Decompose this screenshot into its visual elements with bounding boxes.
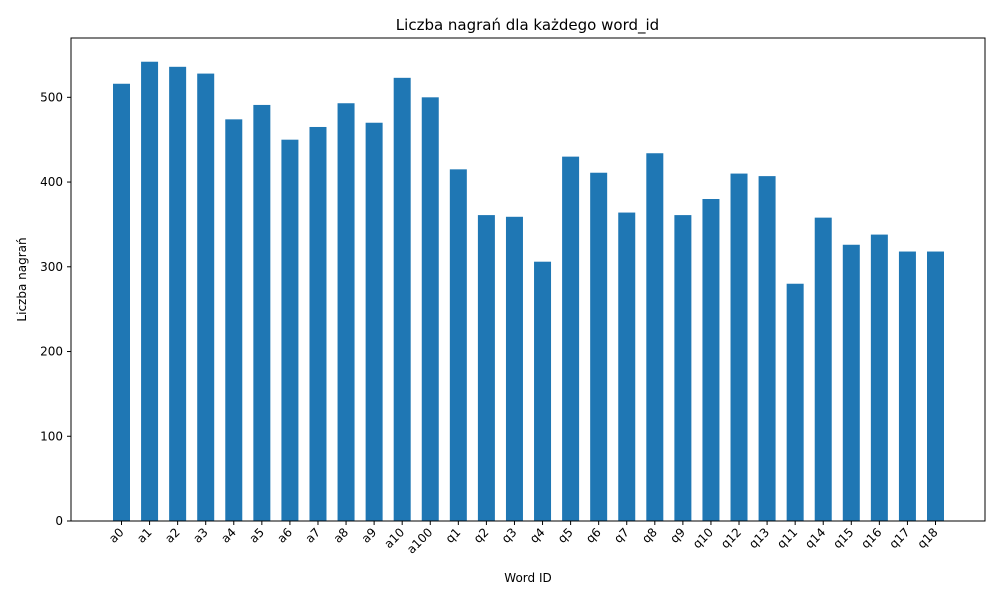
bar-a5 — [253, 104, 271, 521]
bar-q13 — [758, 176, 776, 522]
x-tick-label: q4 — [527, 525, 548, 546]
x-tick-label: q6 — [583, 525, 604, 546]
bar-q2 — [477, 215, 495, 521]
y-tick-label: 300 — [40, 260, 63, 274]
chart-title: Liczba nagrań dla każdego word_id — [396, 16, 659, 35]
bars-group — [113, 61, 944, 522]
bar-a4 — [225, 119, 243, 522]
bar-a10 — [393, 77, 411, 521]
bar-q17 — [898, 251, 916, 521]
y-axis-label: Liczba nagrań — [15, 237, 29, 321]
bar-a9 — [365, 122, 383, 521]
x-tick-label: q7 — [611, 525, 632, 546]
bar-q14 — [814, 217, 832, 522]
x-tick-label: q5 — [555, 525, 576, 546]
x-tick-label: a9 — [359, 525, 380, 546]
x-tick-label: q18 — [915, 525, 941, 551]
x-tick-label: q10 — [690, 525, 716, 551]
bar-q11 — [786, 283, 804, 521]
bar-q6 — [590, 172, 608, 522]
x-tick-label: a6 — [275, 525, 296, 546]
y-tick-label: 200 — [40, 345, 63, 359]
x-tick-label: a3 — [190, 525, 211, 546]
bar-q4 — [534, 261, 552, 521]
x-tick-label: q1 — [443, 525, 464, 546]
x-tick-label: a4 — [218, 525, 239, 546]
bar-q3 — [505, 216, 523, 521]
bar-q18 — [927, 251, 944, 521]
x-axis-label: Word ID — [504, 571, 551, 585]
x-tick-label: q8 — [639, 525, 660, 546]
bar-q15 — [842, 244, 860, 522]
bar-q16 — [870, 234, 888, 521]
x-tick-label: a5 — [246, 525, 267, 546]
x-tick-label: q14 — [802, 525, 828, 551]
bar-a100 — [421, 97, 439, 521]
bar-a2 — [169, 66, 187, 522]
x-tick-label: a1 — [134, 525, 155, 546]
x-tick-label: a8 — [331, 525, 352, 546]
x-tick-label: q11 — [774, 525, 800, 551]
bar-a6 — [281, 139, 299, 521]
bar-a0 — [113, 83, 130, 521]
x-tick-label: q13 — [746, 525, 772, 551]
bar-q9 — [674, 215, 692, 521]
bar-q5 — [562, 156, 580, 521]
bar-q1 — [449, 169, 467, 521]
y-tick-label: 0 — [55, 514, 63, 528]
x-tick-label: a7 — [303, 525, 324, 546]
plot-frame — [70, 37, 986, 522]
y-tick-label: 100 — [40, 429, 63, 443]
x-tick-label: q15 — [830, 525, 856, 551]
bar-q8 — [646, 153, 664, 521]
bar-q7 — [618, 212, 636, 521]
x-tick-label: q17 — [886, 525, 912, 551]
x-tick-label: a2 — [162, 525, 183, 546]
bar-a7 — [309, 126, 327, 521]
bar-a8 — [337, 103, 355, 521]
x-tick-label: q12 — [718, 525, 744, 551]
bar-q10 — [702, 199, 720, 521]
bar-a1 — [141, 61, 159, 521]
y-axis: 0 100 200 300 400 500 — [40, 90, 71, 528]
y-tick-label: 400 — [40, 175, 63, 189]
bar-q12 — [730, 173, 748, 521]
x-tick-label: a0 — [106, 525, 127, 546]
bar-a3 — [197, 73, 215, 521]
x-tick-label: q2 — [471, 525, 492, 546]
x-tick-label: q9 — [667, 525, 688, 546]
y-tick-label: 500 — [40, 90, 63, 104]
x-tick-label: q16 — [858, 525, 884, 551]
x-tick-label: a100 — [404, 525, 435, 556]
x-tick-label: q3 — [499, 525, 520, 546]
